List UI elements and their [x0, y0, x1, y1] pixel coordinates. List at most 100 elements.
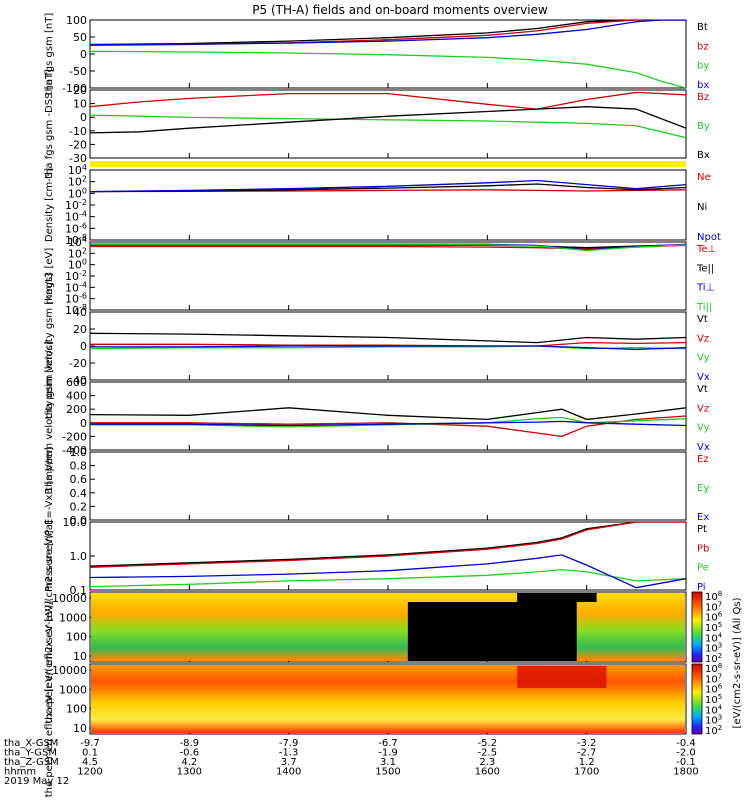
footer-ephemeris: tha_X-GSM -9.7 -8.9 -7.9 -6.7 -5.2 -3.2 -0.4 tha… — [4, 738, 699, 787]
legend-entry: Pb — [697, 543, 709, 554]
footer-value: 1700 — [574, 767, 599, 778]
colorbar-tick-label: 102 — [705, 724, 722, 737]
y-tick-label: -50 — [69, 65, 87, 78]
y-tick-label: 10-4 — [65, 210, 87, 224]
legend-entry: Vy — [697, 353, 710, 364]
footer-value: -6.7 — [378, 738, 398, 749]
series-line-by — [90, 50, 686, 88]
series-line-Npot — [90, 179, 686, 193]
legend-entry: Ti|| — [696, 302, 712, 313]
panel-1: tha fgs gsm [nT] 100 50 0 -50 -100 Bt bz by bx — [44, 13, 709, 96]
legend-entry: Ne — [697, 172, 711, 183]
panel-frame — [89, 19, 687, 89]
footer-value: -2.5 — [478, 748, 498, 759]
footer-row-label: hhmm — [4, 767, 36, 778]
colorbar-tick-label: 105 — [705, 621, 722, 634]
y-tick-label: 40 — [73, 306, 87, 319]
series-line-Vy — [90, 345, 686, 350]
footer-value: 1800 — [673, 767, 698, 778]
panel-frame — [89, 451, 687, 521]
y-tick-label: 0 — [80, 111, 87, 124]
y-tick-label: 10000 — [52, 664, 87, 677]
series-line-Pb — [90, 522, 686, 568]
legend-entry: Vz — [697, 333, 709, 344]
legend-entry: Te⊥ — [696, 244, 716, 255]
y-tick-label: 1.0 — [70, 446, 88, 459]
y-axis-label: E=-VxB [mV/m] — [44, 447, 55, 525]
series-line-Ni — [90, 183, 686, 193]
colorbar-label: [eV/(cm2-s-sr-eV)] (All Qs) — [732, 597, 743, 728]
spectrogram-hot-region — [517, 666, 607, 688]
y-tick-label: 100 — [66, 14, 87, 27]
legend-entry: bx — [697, 80, 709, 91]
y-tick-label: -20 — [69, 138, 87, 151]
series-line-Ti|| — [90, 244, 686, 252]
series-group — [90, 332, 686, 351]
panel-8: Pressure [nPa] 10.0 1.0 0.1 Pt Pb Pe Pi — [44, 516, 709, 597]
legend-entry: Pt — [697, 524, 707, 535]
y-tick-label: 10.0 — [63, 516, 88, 529]
footer-value: -8.9 — [180, 738, 200, 749]
series-line-Vt — [90, 332, 686, 344]
footer-value: 1200 — [77, 767, 102, 778]
colorbar-tick-label: 107 — [705, 600, 722, 613]
footer-value: -0.4 — [676, 738, 696, 749]
y-tick-label: 10000 — [52, 592, 87, 605]
colorbar-tick-label: 103 — [705, 642, 722, 655]
y-tick-label: 10-8 — [65, 303, 87, 317]
footer-row-label: tha_Y-GSM — [4, 748, 57, 759]
colorbar-tick-label: 104 — [705, 631, 723, 644]
series-line-Vx — [90, 420, 686, 427]
y-tick-label: 10 — [73, 650, 87, 663]
colorbar — [691, 591, 703, 663]
series-group — [90, 243, 686, 252]
series-group — [90, 91, 686, 139]
panel-3: Density [cm-3] 10410210010-210-410-610-8N… — [44, 163, 721, 247]
y-tick-label: -10 — [69, 125, 87, 138]
panel-frame — [89, 169, 687, 241]
y-tick-label: 0.0 — [70, 514, 88, 527]
y-axis-label: tha fgs gsm -DSS [nT] — [44, 69, 55, 179]
y-tick-label: 50 — [73, 31, 87, 44]
panel-7: E=-VxB [mV/m] 1.00.80.60.40.20.0 Ez Ey Ex — [44, 446, 709, 527]
series-group — [90, 522, 686, 589]
y-tick-label: -100 — [62, 82, 87, 95]
footer-value: 1.2 — [579, 757, 595, 768]
colorbars: 1081071061051041031021081071061051041031… — [691, 590, 743, 737]
legend-entry: Vy — [697, 423, 710, 434]
panel-4: magt3 [eV]10410210010-210-410-610-8Te⊥Te… — [44, 235, 716, 317]
y-tick-label: 0.8 — [70, 460, 88, 473]
y-tick-label: 10 — [73, 98, 87, 111]
footer-value: 1300 — [177, 767, 202, 778]
colorbar-tick-label: 106 — [705, 683, 723, 696]
y-tick-label: 20 — [73, 323, 87, 336]
footer-value: -1.3 — [279, 748, 299, 759]
y-tick-label: 600 — [66, 376, 87, 389]
footer-value: 3.7 — [281, 757, 297, 768]
panel-frame — [89, 241, 687, 311]
legend-entry: Ex — [697, 512, 709, 523]
footer-value: -5.2 — [478, 738, 498, 749]
legend-entry: Bt — [697, 22, 708, 33]
y-tick-label: 104 — [68, 235, 87, 249]
legend-entry: Vt — [697, 314, 708, 325]
footer-value: 4.5 — [82, 757, 98, 768]
y-tick-label: 100 — [66, 631, 87, 644]
colorbar-tick-label: 108 — [705, 662, 722, 675]
legend-entry: Te|| — [696, 263, 714, 274]
y-tick-label: 104 — [68, 163, 87, 177]
y-tick-label: 0.4 — [70, 487, 88, 500]
footer-value: -1.9 — [378, 748, 398, 759]
y-tick-label: 100 — [68, 186, 87, 200]
series-group — [90, 179, 686, 193]
y-axis-label: magt3 [eV] — [44, 248, 55, 305]
colorbar-tick-label: 106 — [705, 611, 723, 624]
y-tick-label: 1000 — [59, 611, 87, 624]
legend-entry: Npot — [697, 232, 721, 243]
y-tick-label: -40 — [69, 374, 87, 387]
y-tick-label: -20 — [69, 357, 87, 370]
y-tick-label: 102 — [68, 246, 87, 260]
footer-value: 0.1 — [82, 748, 98, 759]
colorbar-tick-label: 105 — [705, 693, 722, 706]
colorbar — [691, 663, 703, 735]
